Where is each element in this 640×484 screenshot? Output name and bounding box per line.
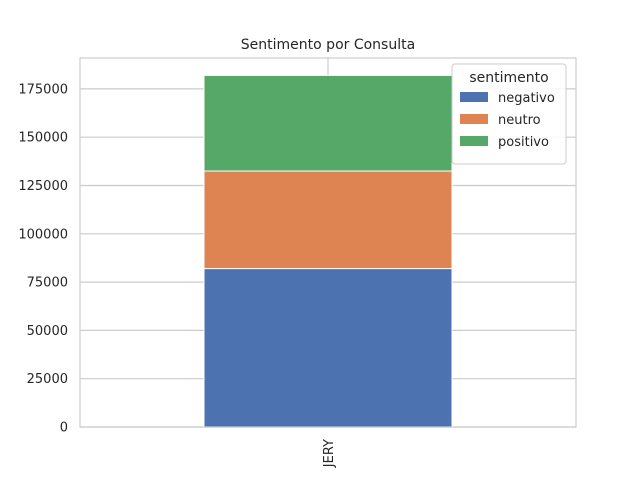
y-tick-label: 150000 (18, 131, 68, 146)
legend-label-positivo: positivo (498, 135, 549, 150)
bar-segment-positivo (203, 74, 453, 172)
legend-swatch-negativo (460, 92, 488, 102)
y-tick-label: 175000 (18, 82, 68, 97)
y-tick-label: 100000 (18, 227, 68, 242)
legend-swatch-neutro (460, 114, 488, 124)
plot-frame (79, 57, 577, 428)
x-tick-label: JERY (322, 439, 337, 468)
legend-label-neutro: neutro (498, 113, 541, 128)
y-tick-label: 0 (60, 421, 68, 436)
legend-label-negativo: negativo (498, 91, 555, 106)
y-tick-label: 125000 (18, 179, 68, 194)
bars-layer (203, 74, 453, 428)
plot-border (79, 57, 577, 428)
legend: sentimento negativo neutro positivo (451, 63, 567, 165)
legend-swatch-positivo (460, 136, 488, 146)
tick-labels: 0 25000 50000 75000 100000 125000 150000 175000… (18, 82, 337, 468)
y-tick-label: 75000 (27, 276, 68, 291)
y-tick-label: 50000 (27, 324, 68, 339)
y-tick-label: 25000 (27, 372, 68, 387)
chart-title: Sentimento por Consulta (241, 37, 415, 53)
legend-title: sentimento (469, 70, 548, 86)
bar-segment-neutro (203, 170, 453, 270)
bar-segment-negativo (203, 268, 453, 428)
